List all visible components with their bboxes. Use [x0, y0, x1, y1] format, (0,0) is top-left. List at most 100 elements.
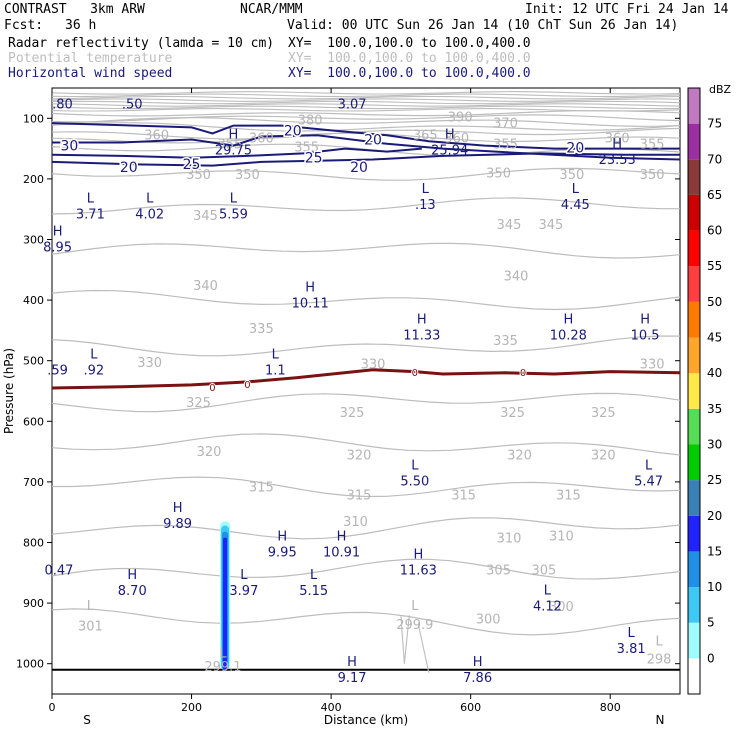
wind-contours	[51, 122, 681, 167]
x-tick-label: 800	[600, 701, 621, 714]
colorbar-tick-label: 20	[707, 509, 722, 523]
y-tick-label: 800	[23, 537, 44, 550]
theta-label: 350	[640, 168, 665, 183]
colorbar-swatch	[688, 194, 700, 231]
valid-time: Valid: 00 UTC Sun 26 Jan 14 (10 ChT Sun …	[287, 18, 679, 33]
colorbar-swatch	[688, 123, 700, 160]
colorbar-tick-label: 15	[707, 544, 722, 558]
theta-contour-trough	[400, 615, 430, 673]
theta-contours	[51, 91, 681, 673]
plot-frame	[51, 87, 681, 695]
theta-label: 305	[486, 564, 511, 579]
colorbar-swatch	[688, 373, 700, 409]
theta-contour-upper	[51, 93, 681, 98]
x-tick-label: 200	[181, 701, 202, 714]
theta-label: 390	[448, 110, 473, 125]
wind-extreme-marker: L	[272, 348, 280, 363]
left-end-label: S	[83, 713, 91, 727]
wind-extreme-marker: H	[347, 655, 357, 670]
colorbar-tick-label: 45	[707, 331, 722, 345]
wind-extreme-marker: H	[417, 312, 427, 327]
y-tick-label: 200	[23, 173, 44, 186]
wind-extreme-value: .80	[52, 98, 73, 113]
y-tick-label: 600	[23, 415, 44, 428]
theta-label: 298	[647, 653, 672, 668]
theta-label: 305	[532, 564, 557, 579]
colorbar-swatch	[688, 587, 700, 623]
theta-label: 320	[591, 448, 616, 463]
wind-contour-label: 20	[350, 160, 368, 176]
theta-contour-330	[51, 335, 681, 357]
colorbar-swatch	[688, 88, 700, 124]
theta-label: 350	[486, 167, 511, 182]
y-tick-label: 300	[23, 234, 44, 247]
wind-extreme-value: 11.63	[400, 564, 437, 579]
theta-label: 340	[193, 279, 218, 294]
theta-label: 301	[78, 619, 103, 634]
theta-extreme-marker: L	[219, 647, 227, 662]
wind-extreme-marker: L	[87, 191, 95, 206]
wind-extreme-marker: L	[90, 348, 98, 363]
y-tick-label: 500	[23, 355, 44, 368]
right-end-label: N	[656, 713, 665, 727]
colorbar-tick-label: 70	[707, 152, 722, 166]
theta-label: 320	[507, 448, 532, 463]
theta-label: 345	[497, 218, 522, 233]
wind-extreme-marker: H	[445, 128, 455, 143]
model-title: CONTRAST 3km ARW	[4, 2, 145, 17]
colorbar-swatch	[688, 266, 700, 302]
theta-label: 380	[298, 113, 323, 128]
theta-label: 299.9	[396, 618, 433, 633]
theta-label: 350	[186, 168, 211, 183]
wind-extreme-marker: H	[277, 529, 287, 544]
theta-contour-335	[51, 289, 681, 311]
theta-label: 365	[413, 129, 438, 144]
wind-extreme-value: 10.11	[292, 296, 329, 311]
x-tick-label: 400	[321, 701, 342, 714]
wind-contour-label: 25	[305, 151, 323, 167]
theta-label: 360	[144, 129, 169, 144]
colorbar-tick-label: 50	[707, 295, 722, 309]
wind-extreme-marker: L	[411, 459, 419, 474]
wind-contour-20	[51, 122, 680, 150]
colorbar-tick-label: 60	[707, 224, 722, 238]
theta-label: 310	[497, 532, 522, 547]
wind-extreme-value: 23.53	[599, 153, 636, 168]
theta-label: 370	[493, 116, 518, 131]
wind-extreme-value: .13	[415, 198, 436, 213]
theta-contour-340	[51, 242, 681, 259]
field-reflectivity-name: Radar reflectivity (lamda = 10 cm)	[8, 36, 275, 51]
wind-extreme-marker: H	[305, 280, 315, 295]
colorbar-frame	[687, 87, 701, 695]
wind-contour-label: 25	[183, 157, 201, 173]
wind-extreme-marker: L	[310, 568, 318, 583]
theta-contour-370	[51, 122, 681, 132]
theta-label: 345	[538, 218, 563, 233]
theta-label: 325	[500, 406, 525, 421]
wind-extreme-marker: L	[240, 568, 248, 583]
x-tick-label: 0	[49, 701, 56, 714]
colorbar-swatch	[688, 159, 700, 195]
colorbar-swatch	[688, 658, 700, 694]
x-tick-label: 600	[460, 701, 481, 714]
wind-extreme-value: 4.45	[561, 198, 590, 213]
colorbar-tick-label: 55	[707, 259, 722, 273]
wind-extreme-marker: H	[413, 548, 423, 563]
wind-extreme-marker: L	[645, 459, 653, 474]
wind-extreme-value: 4.12	[533, 599, 562, 614]
theta-label: 350	[235, 168, 260, 183]
wind-extreme-marker: L	[628, 626, 636, 641]
wind-extreme-value: 8.70	[118, 584, 147, 599]
theta-label: 335	[249, 322, 274, 337]
theta-label: 360	[605, 132, 630, 147]
wind-extreme-marker: H	[612, 137, 622, 152]
wind-extreme-value: 0.47	[45, 564, 74, 579]
wind-extreme-marker: L	[230, 191, 238, 206]
theta-contour-upper	[51, 98, 681, 102]
wind-extreme-value: 5.15	[299, 584, 328, 599]
colorbar-swatch	[688, 408, 700, 445]
colorbar-tick-label: 10	[707, 580, 722, 594]
theta-contour-345	[51, 197, 681, 215]
